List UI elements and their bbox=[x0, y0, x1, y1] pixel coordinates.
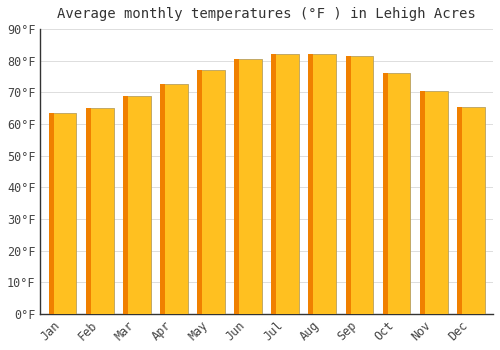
Bar bbox=[420, 91, 425, 314]
Bar bbox=[48, 113, 54, 314]
Bar bbox=[160, 84, 165, 314]
Bar bbox=[346, 56, 374, 314]
Bar bbox=[123, 96, 150, 314]
Bar bbox=[160, 84, 188, 314]
Bar bbox=[420, 91, 448, 314]
Bar bbox=[457, 107, 462, 314]
Bar bbox=[234, 59, 262, 314]
Bar bbox=[272, 54, 276, 314]
Bar bbox=[86, 108, 114, 314]
Bar bbox=[86, 108, 91, 314]
Bar bbox=[272, 54, 299, 314]
Title: Average monthly temperatures (°F ) in Lehigh Acres: Average monthly temperatures (°F ) in Le… bbox=[58, 7, 476, 21]
Bar bbox=[382, 74, 388, 314]
Bar bbox=[308, 54, 336, 314]
Bar bbox=[346, 56, 350, 314]
Bar bbox=[308, 54, 314, 314]
Bar bbox=[382, 74, 410, 314]
Bar bbox=[234, 59, 239, 314]
Bar bbox=[123, 96, 128, 314]
Bar bbox=[197, 70, 202, 314]
Bar bbox=[457, 107, 484, 314]
Bar bbox=[197, 70, 225, 314]
Bar bbox=[48, 113, 76, 314]
